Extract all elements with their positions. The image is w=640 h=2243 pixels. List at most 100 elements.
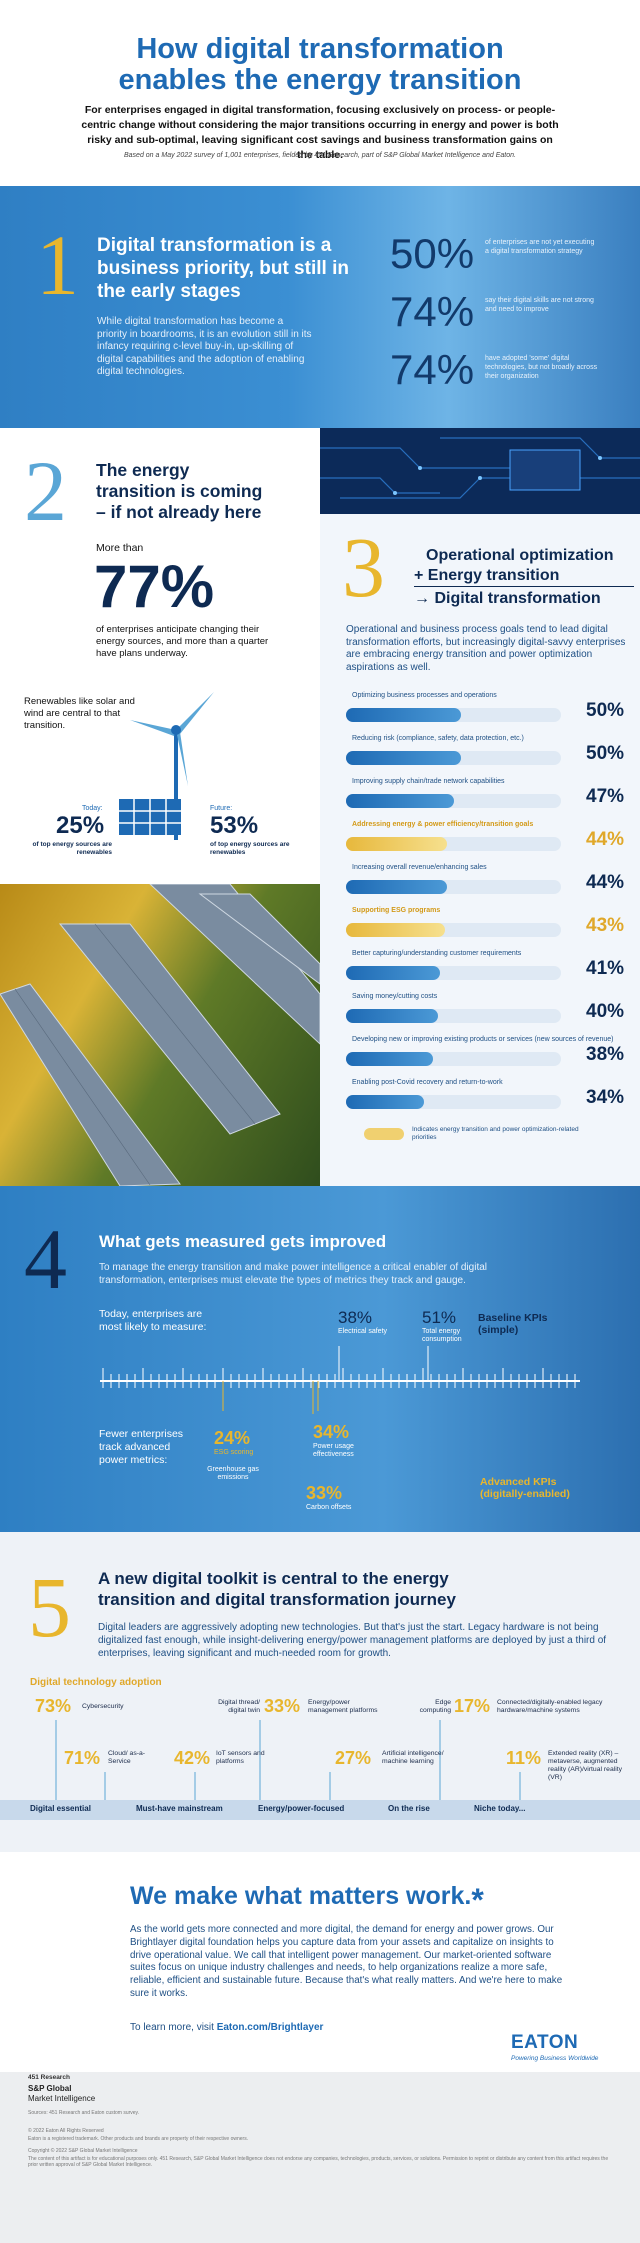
- tech-label: Edge computing: [419, 1699, 451, 1714]
- priority-bar: Increasing overall revenue/enhancing sal…: [346, 864, 631, 909]
- tech-percentage: 33%: [264, 1696, 301, 1716]
- bar-value: 47%: [586, 786, 625, 807]
- brightlayer-link[interactable]: Eaton.com/Brightlayer: [216, 2022, 324, 2033]
- stat-item: 74% have adopted 'some' digital technolog…: [390, 346, 598, 393]
- solar-panels-illustration: [0, 884, 320, 1186]
- bar-label: Saving money/cutting costs: [352, 993, 438, 1000]
- fewer-measure-text: Fewer enterprises track advanced power m…: [99, 1428, 184, 1466]
- solar-field-photo: [0, 884, 320, 1186]
- bar-track: [346, 1095, 561, 1109]
- bar-value: 50%: [586, 700, 625, 721]
- today-text: of top energy sources are renewables: [32, 841, 112, 856]
- tech-label: IoT sensors and platforms: [216, 1750, 265, 1765]
- bar-fill: [346, 708, 461, 722]
- stat-item: 74% say their digital skills are not stro…: [390, 288, 594, 335]
- footer-trademark: Eaton is a registered trademark. Other p…: [28, 2136, 249, 2142]
- kpi-ruler: [100, 1346, 580, 1414]
- section-text: of enterprises anticipate changing their…: [96, 624, 269, 659]
- bar-value: 40%: [586, 1001, 625, 1022]
- section-number: 4: [24, 1211, 67, 1307]
- category-label: On the rise: [388, 1804, 430, 1813]
- bar-track: [346, 751, 561, 765]
- metric-label: Carbon offsets: [306, 1504, 352, 1511]
- section-3: 3 Operational optimization + Energy tran…: [320, 514, 640, 1186]
- advanced-kpis-label: Advanced KPIs (digitally-enabled): [480, 1476, 570, 1500]
- metric-label: ESG scoring: [214, 1449, 254, 1456]
- section-number: 1: [36, 217, 79, 313]
- section-number: 3: [342, 519, 385, 615]
- section-title: Operational optimization + Energy transi…: [414, 546, 634, 609]
- bar-label: Better capturing/understanding customer …: [352, 950, 522, 957]
- closing-section: We make what matters work.* As the world…: [0, 1852, 640, 2072]
- page-title: How digital transformation enables the en…: [118, 33, 522, 96]
- footer-source: Sources: 451 Research and Eaton custom s…: [28, 2110, 140, 2116]
- future-label: Future:: [210, 805, 233, 812]
- metric-label: Greenhouse gas emissions: [207, 1466, 259, 1481]
- priority-bar: Optimizing business processes and operat…: [346, 692, 631, 737]
- section-4: 4 What gets measured gets improved To ma…: [0, 1186, 640, 1532]
- learn-more: To learn more, visit Eaton.com/Brightlay…: [130, 2022, 324, 2033]
- bar-fill: [346, 1009, 438, 1023]
- today-percentage: 25%: [56, 812, 105, 839]
- wind-turbine-icon: [130, 692, 214, 840]
- metric-value: 24%: [214, 1428, 251, 1448]
- bar-fill: [346, 794, 455, 808]
- brand-spglobal: S&P Global: [28, 2084, 72, 2093]
- intro-text: For enterprises engaged in digital trans…: [81, 104, 559, 161]
- legend-text: Indicates energy transition and power op…: [412, 1126, 579, 1141]
- metric-label: Power usage effectiveness: [313, 1443, 354, 1458]
- priority-bar: Better capturing/understanding customer …: [346, 950, 631, 995]
- adoption-timeline: [55, 1720, 521, 1800]
- tech-percentage: 11%: [506, 1748, 542, 1768]
- adoption-heading: Digital technology adoption: [30, 1677, 162, 1688]
- bar-label: Enabling post-Covid recovery and return-…: [352, 1079, 503, 1086]
- tech-label: Cybersecurity: [82, 1703, 124, 1710]
- priority-bar: Developing new or improving existing pro…: [346, 1036, 631, 1081]
- bar-value: 38%: [586, 1044, 625, 1065]
- category-label: Niche today...: [474, 1804, 526, 1813]
- circuit-photo: [320, 428, 640, 514]
- legend-swatch: [364, 1128, 404, 1140]
- category-label: Must-have mainstream: [136, 1804, 223, 1813]
- closing-text: As the world gets more connected and mor…: [130, 1924, 563, 1999]
- bar-value: 50%: [586, 743, 625, 764]
- section-2: 2 The energy transition is coming – if n…: [0, 428, 320, 884]
- circuit-illustration: [320, 428, 640, 514]
- tech-label: Digital thread/ digital twin: [218, 1699, 260, 1714]
- tech-label: Extended reality (XR) – metaverse, augme…: [548, 1750, 623, 1781]
- bar-value: 44%: [586, 872, 625, 893]
- bar-track: [346, 794, 561, 808]
- bar-fill: [346, 1052, 434, 1066]
- category-band: Digital essential Must-have mainstream E…: [0, 1800, 640, 1820]
- footer-copyright: © 2022 Eaton All Rights Reserved: [28, 2128, 104, 2134]
- bar-track: [346, 880, 561, 894]
- tech-label: Energy/power management platforms: [308, 1699, 378, 1714]
- bar-track: [346, 1052, 561, 1066]
- tech-percentage: 42%: [174, 1748, 211, 1768]
- bar-track: [346, 837, 561, 851]
- metric-value: 38%: [338, 1308, 373, 1327]
- section-1: 1 Digital transformation is a business p…: [0, 186, 640, 428]
- solar-panel-icon: [119, 799, 181, 835]
- stat-item: 50% of enterprises are not yet executing …: [390, 230, 595, 277]
- bar-label: Optimizing business processes and operat…: [352, 692, 497, 699]
- renewables-text: Renewables like solar and wind are centr…: [24, 696, 135, 731]
- tech-percentage: 27%: [335, 1748, 372, 1768]
- bar-fill: [346, 1095, 425, 1109]
- metric-value: 33%: [306, 1483, 343, 1503]
- bar-label: Supporting ESG programs: [352, 907, 441, 914]
- priority-bar: Addressing energy & power efficiency/tra…: [346, 821, 631, 866]
- eaton-tagline: Powering Business Worldwide: [511, 2055, 599, 2062]
- bar-label: Developing new or improving existing pro…: [352, 1036, 614, 1043]
- bar-label: Addressing energy & power efficiency/tra…: [352, 821, 534, 828]
- metric-label: Electrical safety: [338, 1328, 388, 1335]
- priority-bar: Reducing risk (compliance, safety, data …: [346, 735, 631, 780]
- eaton-logo: EATON: [511, 2032, 579, 2053]
- category-label: Energy/power-focused: [258, 1804, 345, 1813]
- future-percentage: 53%: [210, 812, 259, 839]
- tech-label: Cloud/ as-a-Service: [108, 1750, 146, 1765]
- bar-fill: [346, 966, 441, 980]
- bar-fill: [346, 837, 448, 851]
- priority-bar: Enabling post-Covid recovery and return-…: [346, 1079, 631, 1124]
- closing-title: We make what matters work.*: [130, 1882, 484, 1918]
